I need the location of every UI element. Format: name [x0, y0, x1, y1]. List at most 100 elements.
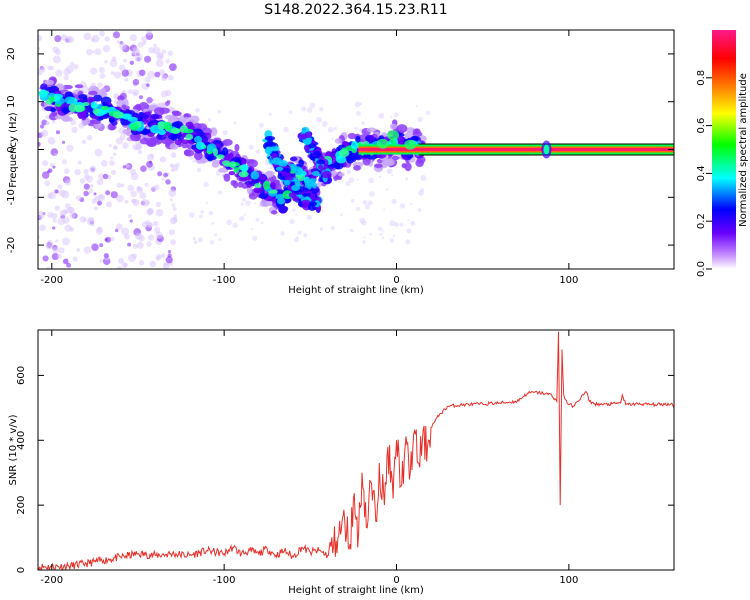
spectrogram-noise-blob — [171, 203, 176, 208]
spectrogram-noise-blob — [141, 36, 148, 43]
spectrogram-noise-blob — [132, 199, 140, 207]
spectrogram-noise-blob — [47, 168, 53, 173]
spectrogram-noise-blob — [85, 175, 93, 183]
spectrogram-noise-blob — [77, 160, 82, 165]
spectrogram-noise-blob — [148, 47, 155, 54]
spectrogram-noise-blob — [114, 71, 122, 79]
spectrogram-branch-blob — [292, 195, 299, 201]
spectrogram-noise-blob — [98, 66, 105, 74]
spectrogram-noise-blob — [94, 48, 102, 55]
snr-marks — [38, 331, 674, 570]
spectrogram-noise-blob — [368, 177, 375, 184]
spectrogram-ridge-halo — [248, 192, 258, 200]
spectrogram-branch-blob — [291, 184, 300, 191]
spectrogram-noise-blob — [130, 190, 137, 198]
spectrogram-noise-blob — [147, 222, 153, 228]
x-tick-label: -100 — [213, 275, 236, 286]
spectrogram-noise-blob — [389, 238, 395, 243]
spectrogram-noise-blob — [283, 126, 289, 133]
spectrogram-noise-blob — [79, 216, 87, 223]
spectrogram-ridge-halo — [54, 115, 62, 120]
spectrogram-noise-blob — [61, 159, 67, 165]
spectrogram-noise-blob — [119, 42, 127, 50]
spectrogram-noise-blob — [89, 165, 97, 173]
spectrogram-ridge-blob — [187, 125, 195, 130]
spectrogram-noise-blob — [55, 69, 63, 77]
spectrogram-noise-blob — [378, 175, 382, 179]
y-tick-label: 400 — [16, 431, 27, 450]
spectrogram-branch-blob — [309, 201, 317, 207]
spectrogram-noise-blob — [59, 209, 67, 217]
spectrogram-noise-blob — [45, 115, 50, 119]
spectrogram-ridge-blob — [50, 107, 57, 113]
spectrogram-ridge-blob — [253, 187, 262, 193]
spectrogram-noise-blob — [252, 235, 258, 241]
spectrogram-noise-blob — [54, 49, 61, 56]
spectrogram-noise-blob — [121, 69, 130, 77]
spectrogram-branch-blob — [304, 196, 310, 201]
x-tick-label: 100 — [559, 575, 578, 586]
spectrogram-noise-blob — [420, 174, 427, 181]
spectrogram-noise-blob — [391, 174, 394, 177]
spectrogram-noise-blob — [364, 204, 371, 210]
spectrogram-noise-blob — [123, 58, 128, 63]
spectrogram-noise-blob — [389, 220, 396, 227]
spectrogram-noise-blob — [245, 200, 251, 206]
spectrogram-noise-blob — [63, 75, 69, 81]
spectrogram-noise-blob — [102, 173, 109, 180]
spectrogram-branch-blob — [321, 170, 332, 179]
spectrogram-noise-blob — [52, 226, 56, 230]
spectrogram-noise-blob — [158, 53, 164, 59]
spectrogram-noise-blob — [147, 234, 155, 241]
spectrogram-ridge-blob — [40, 83, 48, 90]
spectrogram-noise-blob — [91, 243, 99, 251]
spectrogram-ridge-blob — [201, 135, 209, 145]
spectrogram-noise-blob — [146, 83, 150, 87]
spectrogram-noise-blob — [382, 230, 385, 233]
spectrogram-noise-blob — [72, 256, 78, 262]
spectrogram-noise-blob — [163, 261, 168, 267]
spectrogram-noise-blob — [362, 240, 366, 244]
spectrogram-ridge-halo — [271, 210, 278, 215]
spectrogram-noise-blob — [55, 239, 59, 243]
spectrogram-ridge-blob — [170, 132, 178, 142]
y-tick-label: -20 — [6, 237, 17, 253]
spectrogram-ridge-core — [213, 148, 219, 157]
spectrogram-noise-blob — [94, 148, 103, 157]
spectrogram-noise-blob — [141, 198, 149, 207]
spectrogram-noise-blob — [138, 95, 144, 100]
spectrogram-noise-blob — [407, 219, 410, 222]
spectrogram-noise-blob — [127, 89, 133, 95]
spectrogram-noise-blob — [93, 206, 98, 211]
spectrogram-ridge-core — [240, 164, 249, 172]
tone-band-core — [358, 148, 674, 151]
spectrogram-noise-blob — [331, 137, 334, 140]
spectrogram-ridge-blob — [108, 117, 115, 124]
spectrogram-noise-blob — [83, 190, 89, 197]
spectrogram-noise-blob — [103, 253, 109, 259]
spectrogram-ridge-halo — [246, 185, 253, 195]
colorbar-ticks: 0.0 0.2 0.4 0.6 0.8 — [696, 70, 712, 277]
spectrogram-noise-blob — [409, 203, 413, 206]
spectrogram-noise-blob — [115, 137, 124, 145]
spectrogram-noise-blob — [128, 254, 136, 263]
spectrogram-ridge-blob — [139, 112, 147, 118]
spectrogram-noise-blob — [153, 43, 157, 48]
spectrogram-noise-blob — [149, 153, 154, 158]
spectrogram-noise-blob — [205, 201, 208, 204]
spectrogram-branch-blob — [281, 171, 288, 177]
spectrogram-ridge-blob — [61, 106, 70, 114]
spectrogram-noise-blob — [319, 107, 324, 112]
spectrogram-noise-blob — [102, 44, 111, 53]
spectrogram-noise-blob — [260, 221, 264, 225]
spectrogram-noise-blob — [399, 203, 406, 209]
spectrogram-noise-blob — [90, 37, 95, 42]
spectrogram-noise-blob — [215, 170, 221, 176]
spectrogram-noise-blob — [110, 191, 118, 199]
spectrogram-branch-blob — [267, 137, 273, 146]
spectrogram-noise-blob — [168, 63, 177, 72]
spectrogram-noise-blob — [383, 208, 386, 211]
spectrogram-noise-blob — [45, 242, 54, 250]
spectrogram-ridge-core — [185, 133, 194, 140]
spectrogram-noise-blob — [116, 223, 123, 231]
